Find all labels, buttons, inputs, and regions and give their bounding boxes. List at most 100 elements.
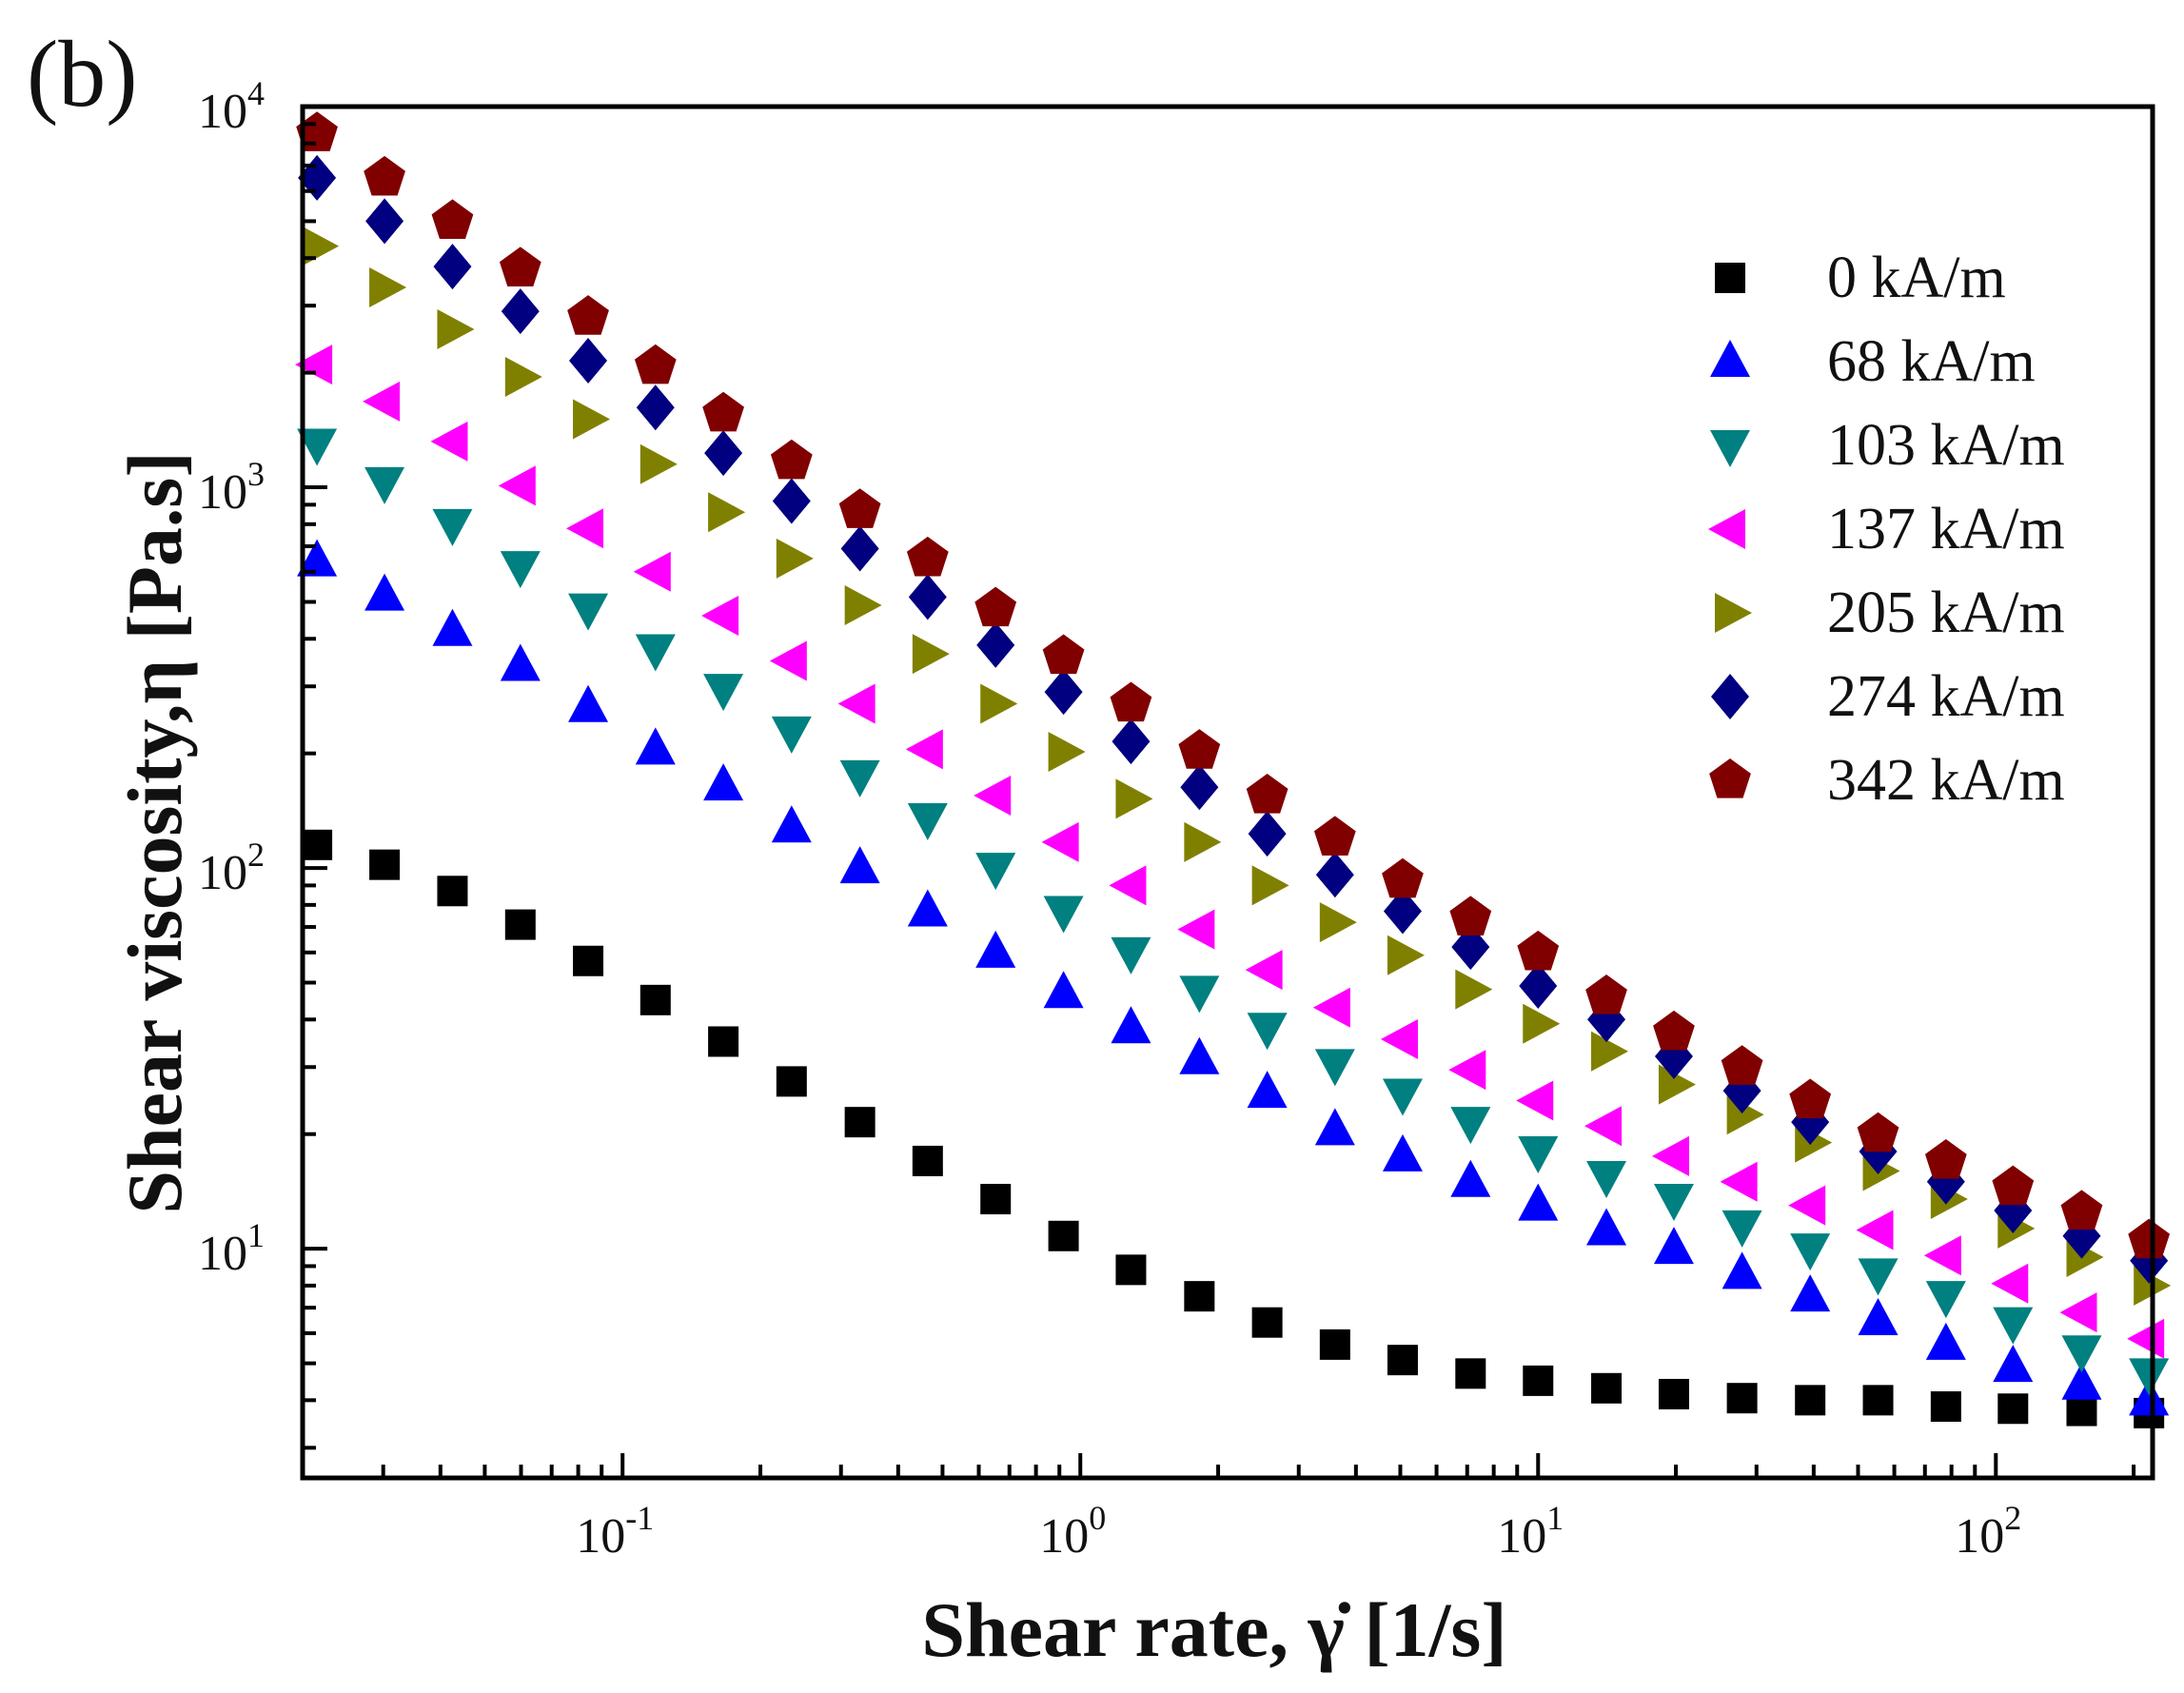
data-markers (295, 111, 2172, 1428)
data-point (704, 430, 743, 477)
data-point (908, 574, 947, 620)
data-point (1246, 773, 1289, 814)
data-point (907, 802, 948, 840)
data-point (1043, 896, 1084, 934)
data-point (1247, 1071, 1288, 1109)
data-point (296, 111, 338, 151)
data-point (839, 846, 880, 884)
data-point (701, 595, 739, 636)
data-point (1653, 1184, 1694, 1222)
data-point (1726, 1383, 1758, 1414)
data-point (568, 684, 609, 722)
data-point (906, 536, 949, 577)
data-point (1591, 1031, 1629, 1072)
data-point (1857, 1112, 1899, 1152)
series-6 (296, 111, 2171, 1259)
data-point (1179, 1036, 1220, 1074)
series-1 (297, 539, 2170, 1416)
data-point (1591, 1372, 1623, 1404)
data-point (2061, 1362, 2102, 1400)
axes: 10-1 100 101 102 101 102 103 104 (198, 74, 2155, 1564)
data-point (708, 492, 746, 533)
data-point (1925, 1281, 1966, 1319)
data-point (1387, 935, 1425, 975)
data-point (1930, 1390, 1961, 1422)
data-point (1523, 1003, 1561, 1044)
data-point (1651, 1135, 1689, 1176)
data-point (2128, 1218, 2171, 1259)
data-point (708, 1026, 739, 1057)
data-point (1448, 1050, 1486, 1091)
data-point (1586, 1208, 1627, 1246)
legend-marker (1708, 509, 1745, 549)
data-point (1109, 865, 1147, 906)
data-point (769, 640, 807, 681)
data-point (499, 246, 541, 287)
data-point (839, 759, 880, 797)
data-point (1584, 1106, 1623, 1147)
data-point (1382, 1133, 1423, 1171)
legend-label: 137 kA/m (1827, 497, 2065, 561)
x-tick-label: 10-1 (576, 1499, 654, 1564)
data-point (635, 727, 676, 765)
y-tick-label: 102 (198, 836, 265, 900)
x-tick-label: 100 (1039, 1499, 1106, 1564)
data-point (432, 508, 473, 546)
legend-marker (1715, 593, 1752, 633)
data-point (1112, 719, 1151, 765)
data-point (844, 584, 882, 625)
data-point (1042, 634, 1085, 675)
data-point (1858, 1297, 1899, 1335)
data-point (639, 443, 678, 484)
data-point (633, 551, 671, 592)
legend-label: 68 kA/m (1827, 329, 2036, 394)
data-point (1658, 1064, 1696, 1105)
data-point (1314, 1049, 1355, 1087)
data-point (2061, 1335, 2102, 1373)
data-point (1041, 821, 1079, 862)
data-point (302, 226, 340, 266)
data-point (1991, 1263, 2029, 1304)
data-point (363, 381, 401, 422)
data-point (1519, 963, 1558, 1010)
series-0 (302, 829, 2165, 1428)
data-point (776, 538, 814, 579)
data-point (1313, 816, 1356, 856)
data-point (980, 1184, 1012, 1215)
data-point (1382, 857, 1424, 898)
data-point (1184, 1281, 1215, 1312)
data-point (568, 593, 609, 631)
data-point (2127, 1318, 2165, 1359)
data-point (432, 608, 473, 646)
data-point (302, 829, 333, 860)
data-point (635, 634, 676, 672)
data-point (1523, 1365, 1554, 1396)
x-tick-label: 101 (1497, 1499, 1564, 1564)
data-point (1177, 909, 1215, 950)
data-point (1653, 1227, 1694, 1265)
data-point (1178, 729, 1221, 769)
data-point (566, 508, 604, 549)
data-point (1450, 1107, 1491, 1145)
data-point (369, 267, 407, 308)
data-point (437, 876, 468, 907)
data-point (1997, 1393, 2029, 1425)
data-point (1455, 1358, 1486, 1389)
data-point (1924, 1138, 1967, 1179)
data-point (1115, 1254, 1147, 1286)
data-point (1387, 1345, 1418, 1376)
data-point (639, 984, 671, 1015)
y-tick-label: 101 (198, 1216, 265, 1281)
data-point (1110, 681, 1152, 722)
x-tick-label: 102 (1955, 1499, 2021, 1564)
data-point (1251, 1307, 1283, 1338)
legend-marker (1711, 674, 1749, 719)
data-point (776, 1066, 807, 1097)
data-point (365, 198, 404, 245)
data-point (1179, 975, 1220, 1014)
data-point (1925, 1322, 1966, 1360)
data-point (1722, 1251, 1762, 1289)
data-point (1516, 1080, 1554, 1121)
data-point (1795, 1385, 1826, 1416)
